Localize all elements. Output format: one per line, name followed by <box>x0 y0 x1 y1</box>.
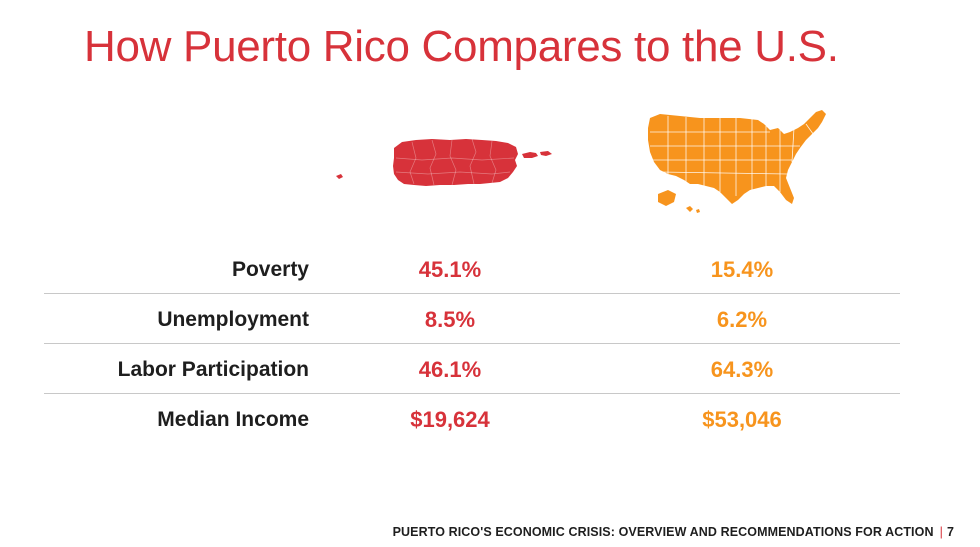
row-label-poverty: Poverty <box>231 258 309 281</box>
comparison-table: Poverty 45.1% 15.4% Unemployment 8.5% 6.… <box>44 244 900 443</box>
us-labor-participation-value: 64.3% <box>710 357 774 382</box>
puerto-rico-borders <box>395 138 515 186</box>
puerto-rico-shape <box>336 139 552 186</box>
united-states-borders <box>650 116 817 196</box>
puerto-rico-unemployment-value: 8.5% <box>424 307 476 332</box>
table-row: Median Income $19,624 $53,046 <box>44 394 900 443</box>
table-row: Labor Participation 46.1% 64.3% <box>44 344 900 394</box>
footer-separator: | <box>939 525 943 539</box>
table-row: Unemployment 8.5% 6.2% <box>44 294 900 344</box>
puerto-rico-median-income-value: $19,624 <box>410 407 490 432</box>
row-label-unemployment: Unemployment <box>157 308 309 331</box>
row-label-labor-participation: Labor Participation <box>117 358 309 381</box>
row-label-median-income: Median Income <box>157 408 309 431</box>
united-states-shape <box>648 110 826 213</box>
us-median-income-value: $53,046 <box>702 407 782 432</box>
puerto-rico-labor-participation-value: 46.1% <box>418 357 482 382</box>
slide-title: How Puerto Rico Compares to the U.S. <box>84 22 839 71</box>
united-states-map-icon <box>648 110 826 213</box>
footer: PUERTO RICO'S ECONOMIC CRISIS: OVERVIEW … <box>393 525 954 539</box>
puerto-rico-map-icon <box>336 138 552 186</box>
table-row: Poverty 45.1% 15.4% <box>44 244 900 294</box>
page-number: 7 <box>946 525 954 539</box>
footer-text: PUERTO RICO'S ECONOMIC CRISIS: OVERVIEW … <box>392 525 934 539</box>
us-poverty-value: 15.4% <box>710 257 774 282</box>
us-unemployment-value: 6.2% <box>716 307 768 332</box>
puerto-rico-poverty-value: 45.1% <box>418 257 482 282</box>
